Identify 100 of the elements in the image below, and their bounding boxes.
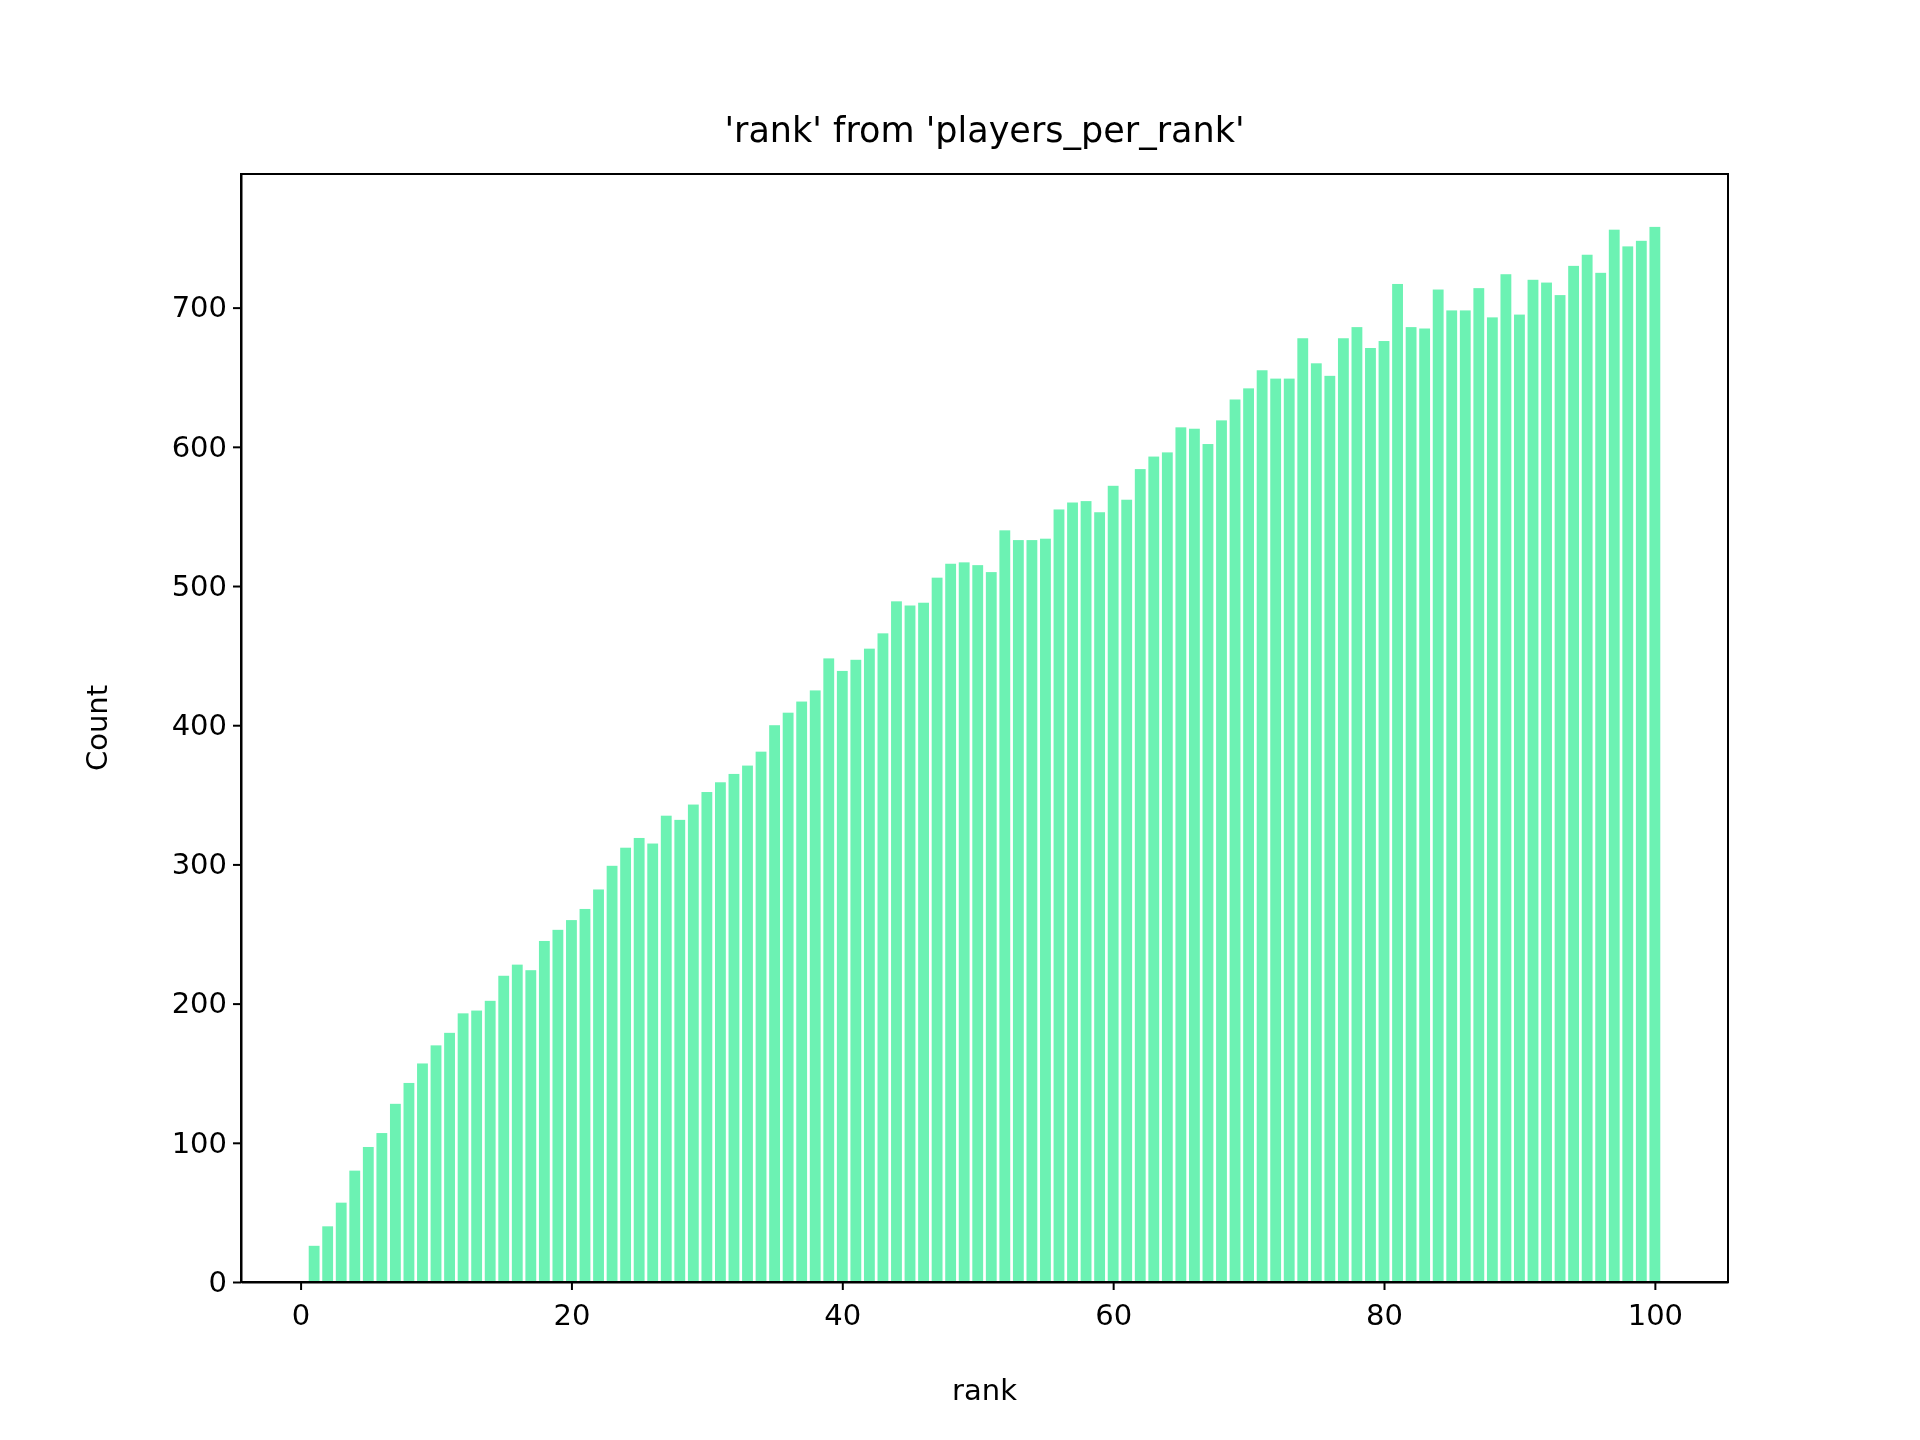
- bar: [809, 690, 821, 1282]
- bar: [701, 792, 713, 1282]
- bar: [566, 920, 577, 1282]
- bar: [796, 701, 808, 1282]
- bar: [972, 565, 984, 1282]
- y-tick-label: 100: [171, 1125, 227, 1160]
- bar: [1256, 370, 1268, 1282]
- bar: [1554, 295, 1566, 1282]
- bar: [1148, 456, 1160, 1282]
- bar: [1486, 317, 1498, 1282]
- bar: [430, 1045, 442, 1282]
- bar: [1419, 328, 1431, 1282]
- bar: [511, 964, 523, 1282]
- bar: [1622, 246, 1634, 1282]
- bar: [349, 1170, 361, 1282]
- bar: [362, 1146, 374, 1282]
- bar: [444, 1032, 455, 1282]
- bar: [687, 804, 699, 1282]
- bar: [742, 765, 753, 1282]
- bar: [1229, 399, 1241, 1282]
- bar: [850, 659, 862, 1282]
- bar: [593, 889, 604, 1282]
- bar: [945, 563, 957, 1282]
- bar: [1649, 226, 1661, 1282]
- bar: [1459, 310, 1471, 1282]
- bar: [985, 572, 997, 1282]
- bar: [1541, 282, 1552, 1282]
- bar: [904, 605, 916, 1282]
- bar: [1635, 240, 1647, 1282]
- bar: [1121, 499, 1133, 1282]
- bar: [1514, 314, 1525, 1282]
- bar: [1283, 378, 1295, 1282]
- x-tick-label: 80: [1366, 1297, 1403, 1332]
- bar: [1365, 348, 1376, 1282]
- bar: [1432, 289, 1444, 1282]
- bar: [538, 940, 550, 1282]
- bar: [376, 1133, 388, 1282]
- x-tick-label: 0: [291, 1297, 311, 1332]
- y-tick-label: 600: [171, 429, 227, 464]
- bar: [633, 837, 645, 1282]
- bar: [715, 782, 726, 1282]
- bar: [1216, 420, 1227, 1282]
- y-tick-label: 0: [208, 1264, 227, 1299]
- bar: [769, 725, 780, 1282]
- bar: [1446, 310, 1458, 1282]
- y-tick-label: 700: [171, 290, 227, 325]
- bar: [755, 751, 767, 1282]
- bar: [1053, 509, 1065, 1282]
- bar: [620, 847, 632, 1282]
- bar: [1337, 338, 1349, 1282]
- y-tick-label: 500: [171, 568, 227, 603]
- bar: [1202, 444, 1214, 1282]
- bar: [823, 658, 835, 1282]
- bar: [1067, 502, 1078, 1282]
- bar: [1134, 469, 1146, 1282]
- bar: [836, 670, 848, 1282]
- bar: [389, 1103, 401, 1282]
- y-tick-label: 200: [171, 986, 227, 1021]
- bar: [1175, 427, 1187, 1282]
- x-tick-label: 100: [1627, 1297, 1684, 1332]
- bar: [579, 908, 591, 1282]
- bar: [1405, 327, 1417, 1282]
- bar: [1527, 279, 1539, 1282]
- x-tick-label: 40: [824, 1297, 862, 1332]
- bar: [1107, 485, 1119, 1282]
- bar: [660, 815, 672, 1282]
- bar: [1040, 538, 1051, 1282]
- bar: [471, 1010, 483, 1282]
- bar: [1500, 274, 1512, 1282]
- bar: [999, 530, 1011, 1282]
- bar: [606, 865, 618, 1282]
- x-tick-label: 20: [553, 1297, 591, 1332]
- bar: [1012, 540, 1024, 1282]
- bar: [1094, 512, 1106, 1282]
- bar: [1297, 338, 1309, 1282]
- y-tick-label: 400: [171, 708, 227, 742]
- x-tick-label: 60: [1095, 1297, 1133, 1332]
- bar: [728, 773, 740, 1282]
- y-axis-title: Count: [80, 684, 114, 772]
- bar: [1324, 375, 1336, 1282]
- bar: [1161, 452, 1173, 1282]
- x-axis-title: rank: [952, 1373, 1018, 1407]
- bar: [1595, 272, 1607, 1282]
- bar: [335, 1202, 347, 1282]
- bar: [308, 1245, 320, 1282]
- bar: [674, 819, 686, 1282]
- bar: [1270, 378, 1282, 1282]
- bar: [958, 562, 970, 1282]
- bar: [1392, 283, 1403, 1282]
- bar: [552, 929, 564, 1282]
- bar: [1608, 229, 1620, 1282]
- bar: [525, 970, 537, 1282]
- bar: [1026, 540, 1038, 1282]
- chart-title: 'rank' from 'players_per_rank': [724, 110, 1245, 150]
- bar: [1351, 327, 1363, 1282]
- bar: [417, 1063, 428, 1282]
- bar: [647, 843, 659, 1282]
- bar: [1243, 388, 1254, 1282]
- bar: [782, 712, 794, 1282]
- bar: [457, 1013, 469, 1282]
